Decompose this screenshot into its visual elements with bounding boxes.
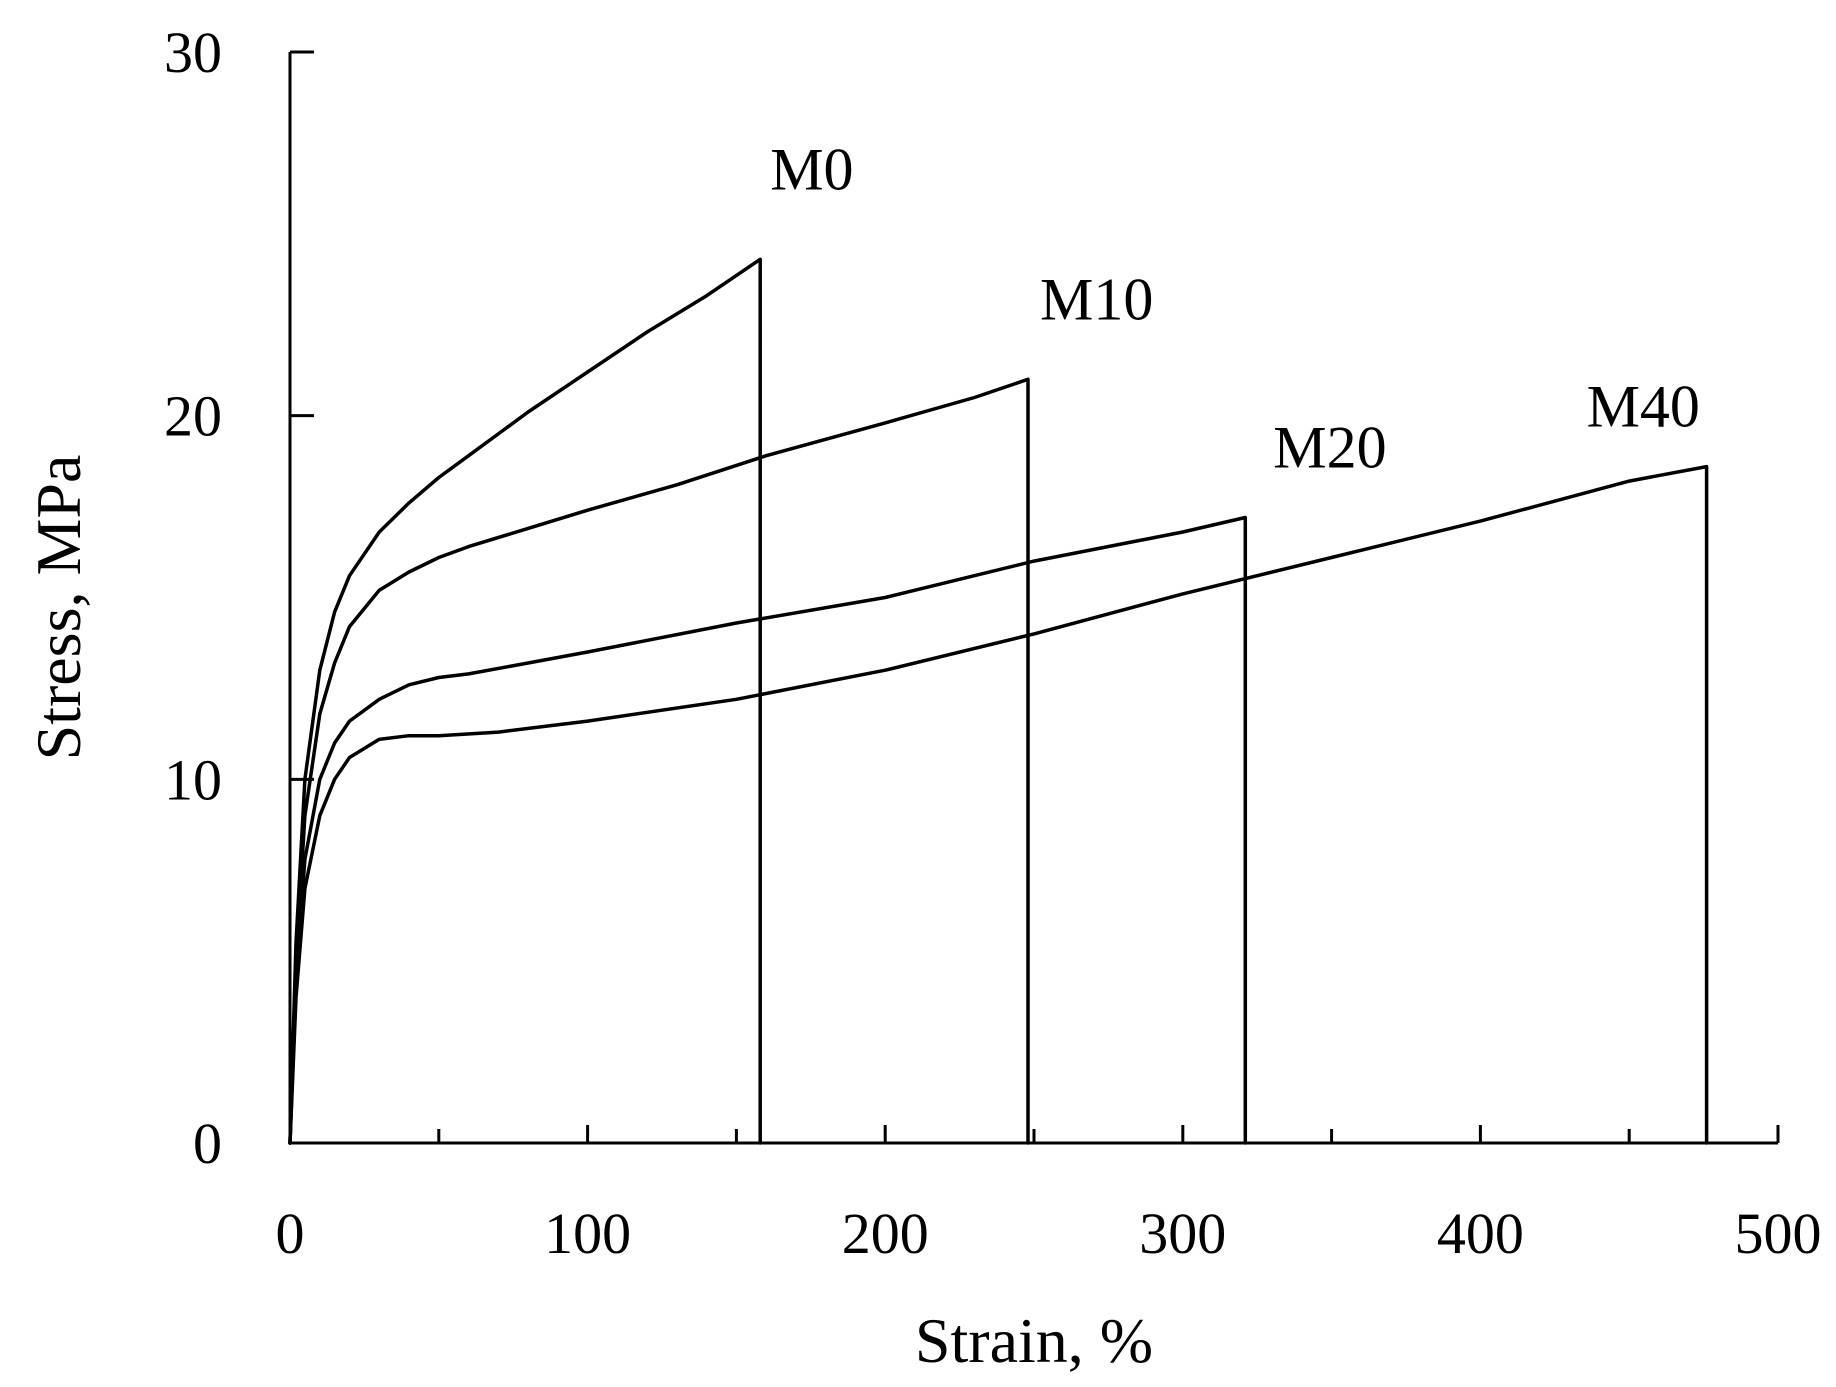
x-axis-title: Strain, % — [915, 1305, 1153, 1376]
y-tick-label: 20 — [164, 384, 222, 449]
y-tick-label: 10 — [164, 747, 222, 812]
y-tick-label: 30 — [164, 20, 222, 85]
x-tick-label: 300 — [1139, 1201, 1226, 1266]
y-tick-label: 0 — [193, 1111, 222, 1176]
x-tick-label: 100 — [544, 1201, 631, 1266]
series-label-m0: M0 — [770, 136, 853, 202]
series-label-m20: M20 — [1273, 414, 1386, 480]
x-tick-label: 200 — [842, 1201, 929, 1266]
series-label-m40: M40 — [1587, 374, 1700, 440]
series-line-m10 — [288, 377, 1030, 1145]
x-tick-label: 0 — [276, 1201, 305, 1266]
series-label-m10: M10 — [1040, 266, 1153, 332]
axes-layer — [288, 52, 1778, 1145]
series-layer — [288, 257, 1709, 1145]
ticks-layer — [288, 50, 1780, 1145]
y-axis-title: Stress, MPa — [23, 455, 94, 761]
series-line-m20 — [288, 515, 1248, 1145]
series-line-m0 — [288, 257, 762, 1145]
series-line-m40 — [288, 464, 1709, 1145]
x-tick-label: 400 — [1437, 1201, 1524, 1266]
x-tick-label: 500 — [1735, 1201, 1822, 1266]
